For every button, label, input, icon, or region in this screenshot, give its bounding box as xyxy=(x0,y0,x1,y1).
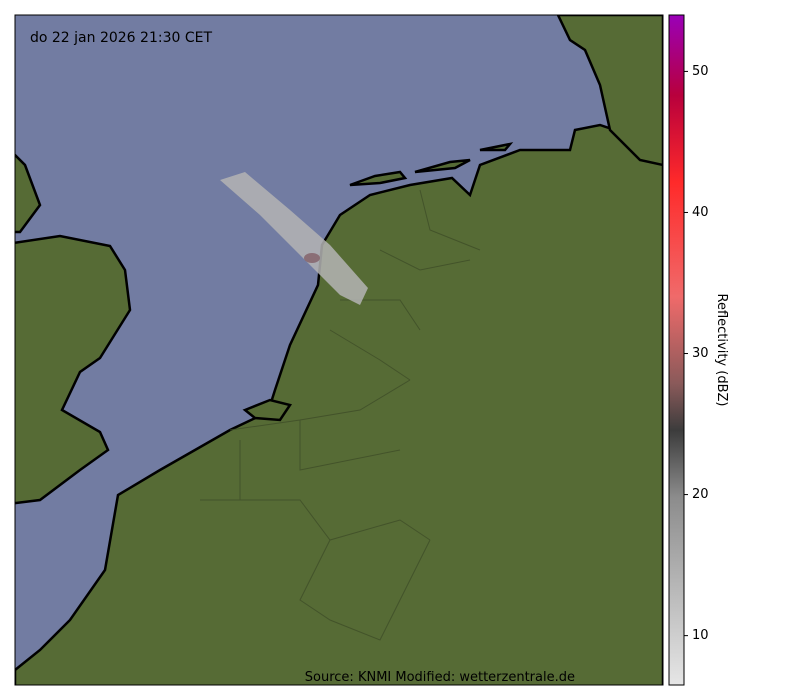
colorbar-tick-label: 50 xyxy=(692,64,709,79)
colorbar-tick-label: 10 xyxy=(692,628,709,643)
colorbar-tick-label: 40 xyxy=(692,205,709,220)
britain xyxy=(15,234,132,505)
colorbar xyxy=(668,14,685,686)
precipitation xyxy=(220,172,368,305)
colorbar-tick-label: 20 xyxy=(692,487,709,502)
colorbar-tick-label: 30 xyxy=(692,346,709,361)
source-credit: Source: KNMI Modified: wetterzentrale.de xyxy=(305,670,575,685)
map-title: do 22 jan 2026 21:30 CET xyxy=(30,30,212,46)
province-borders xyxy=(200,189,481,641)
precipitation-core xyxy=(304,253,320,263)
colorbar-label: Reflectivity (dBZ) xyxy=(714,294,729,407)
islands xyxy=(242,142,514,422)
map-frame xyxy=(14,14,664,686)
northern-land xyxy=(556,15,663,167)
britain-north xyxy=(15,153,42,234)
map xyxy=(15,15,663,685)
